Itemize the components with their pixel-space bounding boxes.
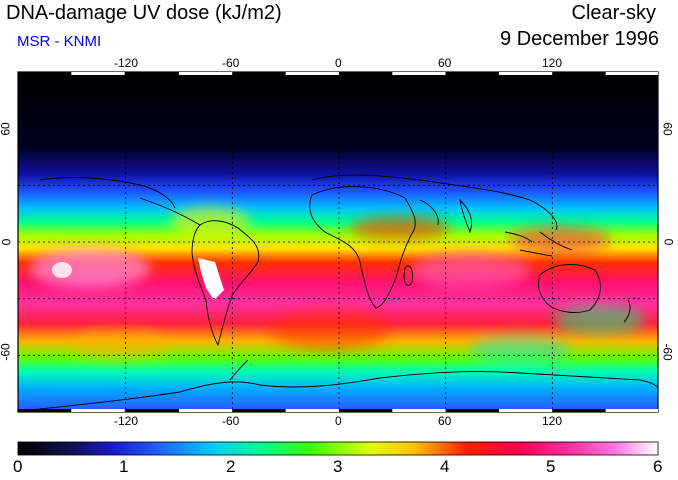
high-uv-peak-region (198, 258, 224, 300)
colorbar-label: 0 (13, 457, 23, 476)
source-label: MSR - KNMI (17, 33, 102, 50)
frame-ticks (18, 72, 658, 412)
colorbar-label: 2 (226, 457, 236, 476)
lat-tick-left: 60 (0, 122, 13, 136)
pacific-peak (52, 262, 72, 278)
lat-tick-right: -60 (660, 343, 675, 361)
lat-tick-right: 0 (661, 238, 676, 246)
lat-tick-left: 0 (0, 238, 14, 246)
lat-tick-left: -60 (0, 343, 13, 361)
lat-tick-right: 60 (660, 122, 675, 136)
colorbar-label: 3 (333, 457, 343, 476)
lon-tick-top: 60 (438, 56, 452, 70)
lon-tick-top: 120 (542, 56, 563, 70)
lon-tick-top: -60 (222, 56, 240, 70)
lon-tick-top: 0 (335, 56, 342, 70)
colorbar-label: 5 (546, 457, 556, 476)
sky-condition: Clear-sky (571, 2, 656, 24)
coastlines (29, 174, 659, 411)
colorbar-label: 1 (119, 457, 129, 476)
graticule (18, 72, 658, 412)
lon-tick-bottom: 120 (542, 414, 563, 428)
colorbar-label: 6 (653, 457, 663, 476)
map-title: DNA-damage UV dose (kJ/m2) (6, 2, 282, 24)
colorbar-label: 4 (440, 457, 450, 476)
map-date: 9 December 1996 (500, 28, 659, 50)
lon-tick-bottom: 60 (438, 414, 452, 428)
lon-tick-bottom: -120 (114, 414, 139, 428)
lon-tick-bottom: 0 (335, 414, 342, 428)
colorbar (17, 441, 659, 456)
lon-tick-top: -120 (114, 56, 139, 70)
lon-tick-bottom: -60 (222, 414, 240, 428)
